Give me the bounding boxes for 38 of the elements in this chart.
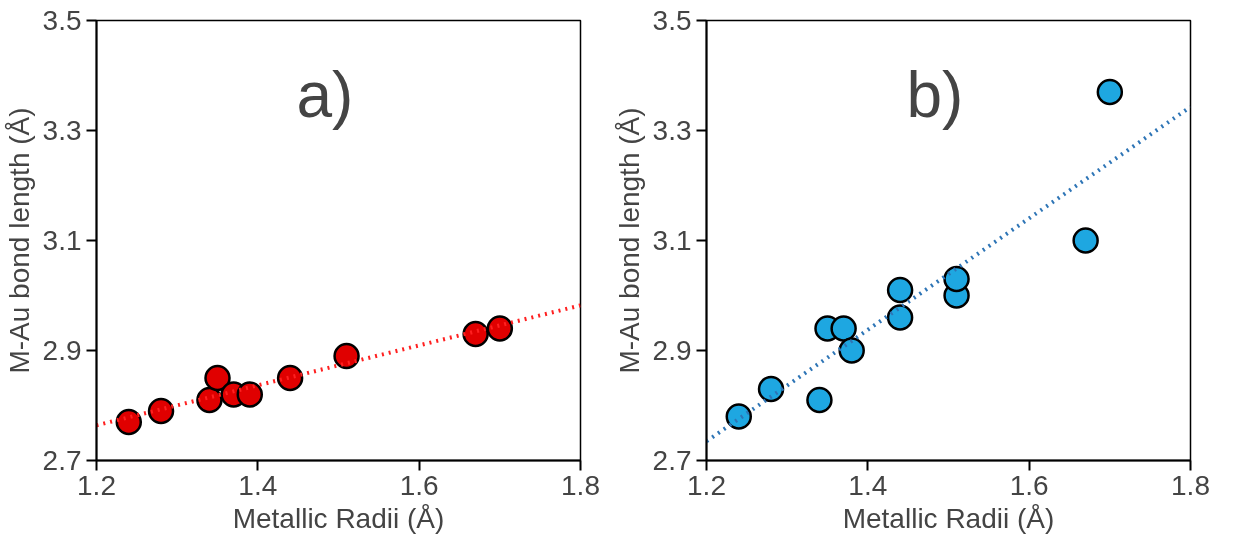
- point: [276, 364, 304, 392]
- y-tick-label: 3.3: [42, 115, 82, 146]
- y-tick-label: 2.9: [652, 335, 692, 366]
- y-tick-label: 3.5: [42, 5, 82, 36]
- point: [462, 320, 489, 348]
- x-tick-label: 1.8: [1171, 469, 1210, 501]
- x-tick-label: 1.6: [1009, 469, 1049, 501]
- annotation: a): [296, 58, 354, 131]
- point: [725, 403, 753, 430]
- point: [757, 375, 785, 403]
- point: [830, 315, 857, 342]
- x-axis-title: Metallic Radii (Å): [232, 502, 445, 534]
- point: [147, 397, 175, 425]
- point: [886, 276, 914, 304]
- y-tick-label: 2.9: [42, 335, 82, 366]
- x-tick-label: 1.4: [848, 469, 888, 501]
- point: [806, 386, 833, 414]
- y-tick-label: 3.1: [652, 225, 692, 256]
- y-tick-label: 3.3: [652, 115, 692, 146]
- point: [236, 381, 264, 408]
- y-axis-title: M-Au bond length (Å): [613, 107, 645, 374]
- point: [1072, 227, 1099, 254]
- x-tick-label: 1.4: [238, 469, 278, 501]
- point: [1096, 78, 1124, 106]
- y-tick-label: 3.1: [42, 225, 82, 256]
- x-tick-label: 1.8: [561, 469, 600, 501]
- point: [204, 364, 231, 392]
- annotation: b): [906, 58, 964, 131]
- point: [486, 315, 514, 342]
- x-tick-label: 1.6: [399, 469, 439, 501]
- point: [838, 337, 865, 364]
- point: [886, 304, 914, 331]
- y-tick-label: 3.5: [652, 5, 692, 36]
- point: [943, 265, 970, 293]
- point: [115, 408, 143, 436]
- y-axis-title: M-Au bond length (Å): [3, 107, 35, 374]
- point: [333, 342, 360, 370]
- x-axis-title: Metallic Radii (Å): [842, 502, 1055, 534]
